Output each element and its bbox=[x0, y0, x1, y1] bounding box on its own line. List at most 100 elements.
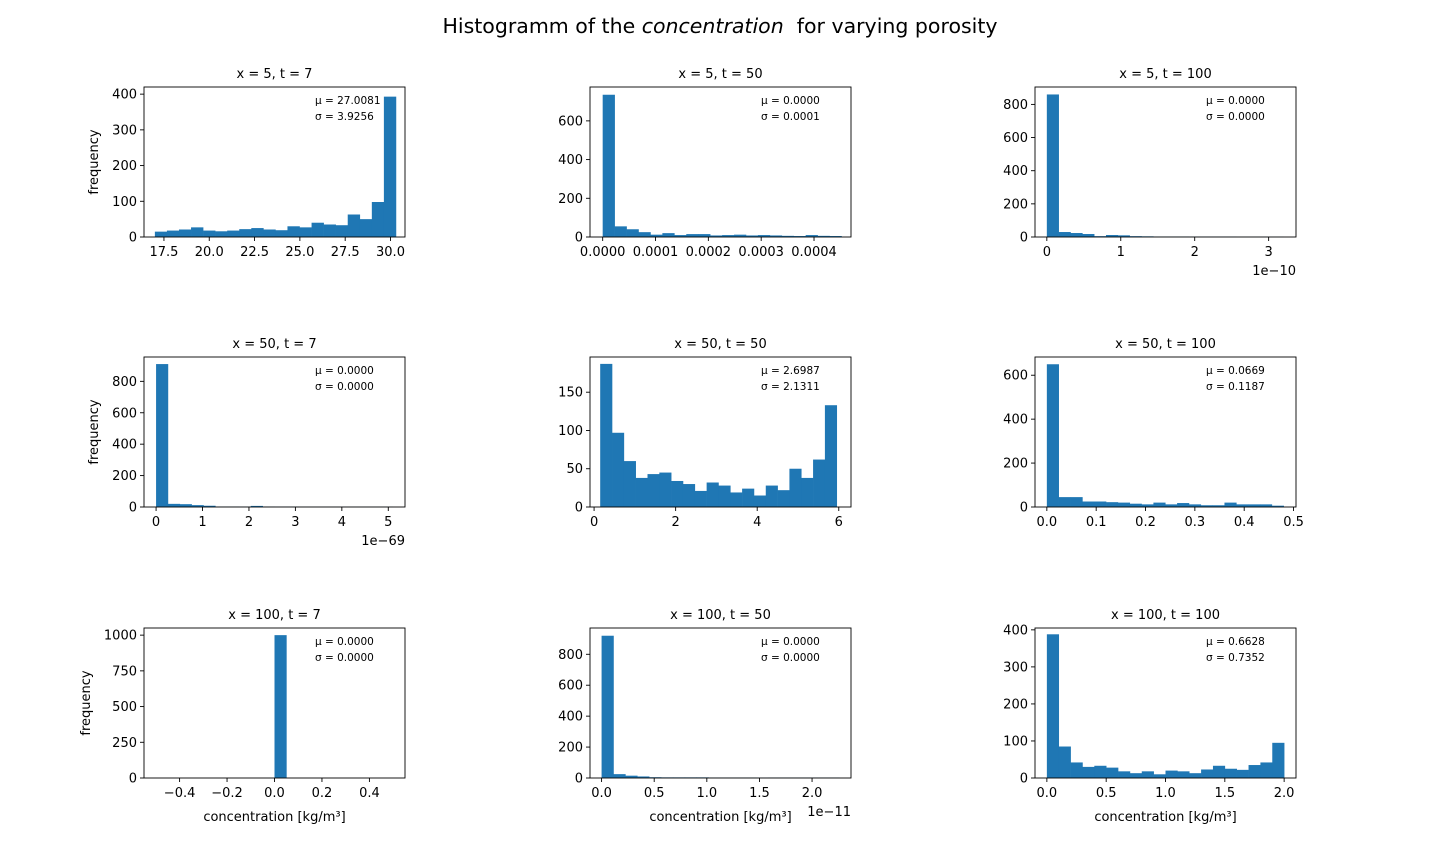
histogram-bar bbox=[1200, 505, 1213, 507]
histogram-bar bbox=[742, 488, 755, 507]
histogram-bar bbox=[1236, 769, 1249, 778]
subplot-5: 0 2 4 6 0 50 100 150 x = 50, t = 50 μ = 2.6987 σ =… bbox=[558, 337, 852, 530]
y-tick-label: 0 bbox=[575, 772, 583, 787]
histogram-bar bbox=[299, 227, 312, 237]
histogram-bar bbox=[817, 235, 830, 237]
y-tick-label: 0 bbox=[1020, 501, 1028, 516]
histogram-bar bbox=[769, 235, 783, 237]
x-tick-label: 0.5 bbox=[1096, 786, 1117, 801]
histogram-bar bbox=[1058, 232, 1071, 237]
histogram-bar bbox=[1094, 765, 1107, 778]
x-tick-label: 2 bbox=[1191, 245, 1199, 260]
axes-frame bbox=[589, 86, 852, 238]
histogram-bar bbox=[1153, 502, 1166, 507]
offset-label: 1e−11 bbox=[807, 805, 851, 820]
histogram-bar bbox=[1177, 503, 1190, 507]
y-tick-label: 800 bbox=[558, 648, 583, 663]
y-tick-label: 400 bbox=[112, 438, 137, 453]
histogram-bar bbox=[166, 230, 180, 237]
histogram-bar bbox=[335, 225, 349, 237]
axes-frame bbox=[143, 356, 406, 508]
y-tick-label: 100 bbox=[112, 195, 137, 210]
subplot-title: x = 50, t = 50 bbox=[674, 337, 766, 352]
x-tick-label: 0.1 bbox=[1086, 515, 1107, 530]
x-tick-label: 2.0 bbox=[802, 786, 823, 801]
histogram-bar bbox=[1129, 503, 1142, 507]
histogram-bar bbox=[179, 504, 192, 507]
axes-frame bbox=[1034, 627, 1297, 779]
histogram-bar bbox=[251, 228, 264, 237]
mu-annotation: μ = 0.6628 bbox=[1206, 636, 1265, 648]
sigma-annotation: σ = 0.0000 bbox=[315, 652, 374, 664]
y-tick-label: 400 bbox=[1003, 623, 1028, 638]
sigma-annotation: σ = 0.7352 bbox=[1206, 652, 1265, 664]
histogram-bar bbox=[730, 492, 743, 507]
histogram-bar bbox=[745, 235, 759, 237]
histogram-bar bbox=[1260, 762, 1273, 778]
histogram-bar bbox=[1094, 501, 1107, 507]
mu-annotation: μ = 0.0669 bbox=[1206, 365, 1265, 377]
x-tick-label: 0.3 bbox=[1185, 515, 1206, 530]
subplot-9: 0.0 0.5 1.0 1.5 2.0 0 100 200 300 400 x = 100, t =… bbox=[1003, 608, 1297, 825]
x-tick-label: 1.0 bbox=[1155, 786, 1176, 801]
subplot-8: 0.0 0.5 1.0 1.5 2.0 0 200 400 600 800 x = 100, t =… bbox=[558, 608, 852, 825]
x-tick-label: 4 bbox=[753, 515, 761, 530]
x-tick-label: 0.5 bbox=[1283, 515, 1304, 530]
y-tick-label: 200 bbox=[558, 192, 583, 207]
histogram-bar bbox=[674, 235, 687, 237]
histogram-bar bbox=[805, 235, 818, 237]
figure-title: Histogramm of the concentration for vary… bbox=[442, 14, 998, 38]
histogram-bar bbox=[694, 490, 707, 507]
histogram-bar bbox=[623, 461, 636, 507]
histogram-bar bbox=[191, 227, 204, 237]
subplot-title: x = 50, t = 7 bbox=[232, 337, 316, 352]
x-tick-label: 1.0 bbox=[696, 786, 717, 801]
y-tick-label: 500 bbox=[112, 700, 137, 715]
y-tick-label: 600 bbox=[1003, 369, 1028, 384]
sigma-annotation: σ = 2.1311 bbox=[761, 381, 820, 393]
x-tick-label: 0.4 bbox=[1234, 515, 1255, 530]
histogram-bar bbox=[777, 490, 790, 507]
histogram-bar bbox=[686, 234, 699, 237]
sigma-annotation: σ = 3.9256 bbox=[315, 111, 374, 123]
histogram-bar bbox=[600, 363, 613, 507]
x-tick-label: 3 bbox=[291, 515, 299, 530]
x-tick-label: 0.2 bbox=[312, 786, 333, 801]
x-tick-label: 27.5 bbox=[331, 245, 360, 260]
histogram-bar bbox=[263, 229, 276, 237]
histogram-bar bbox=[1046, 364, 1059, 507]
histogram-bar bbox=[698, 234, 711, 237]
x-tick-label: 0.2 bbox=[1135, 515, 1156, 530]
mu-annotation: μ = 0.0000 bbox=[315, 636, 374, 648]
y-tick-label: 800 bbox=[112, 375, 137, 390]
histogram-bar bbox=[601, 635, 614, 778]
histogram-bar bbox=[659, 472, 672, 507]
x-axis-label: concentration [kg/m³] bbox=[1094, 810, 1236, 825]
histogram-bar bbox=[178, 229, 192, 237]
subplot-title: x = 100, t = 100 bbox=[1111, 608, 1220, 623]
y-tick-label: 200 bbox=[1003, 697, 1028, 712]
histogram-bar bbox=[1224, 502, 1237, 507]
x-tick-label: 5 bbox=[384, 515, 392, 530]
histogram-bar bbox=[722, 235, 735, 237]
x-tick-label: 2.0 bbox=[1274, 786, 1295, 801]
histogram-bar bbox=[167, 503, 181, 507]
x-tick-label: 17.5 bbox=[149, 245, 178, 260]
y-tick-label: 200 bbox=[112, 159, 137, 174]
axes-frame bbox=[589, 356, 852, 508]
sigma-annotation: σ = 0.0001 bbox=[761, 111, 820, 123]
histogram-bar bbox=[227, 230, 240, 237]
histogram-bar bbox=[1118, 771, 1131, 778]
subplot-title: x = 100, t = 7 bbox=[228, 608, 320, 623]
y-tick-label: 0 bbox=[129, 772, 137, 787]
histogram-bar bbox=[602, 94, 615, 237]
histogram-bar bbox=[1177, 771, 1190, 778]
x-tick-label: 2 bbox=[672, 515, 680, 530]
subplot-2: 0.0000 0.0001 0.0002 0.0003 0.0004 0 200 400 600… bbox=[558, 67, 852, 260]
x-tick-label: −0.4 bbox=[164, 786, 196, 801]
subplot-7: −0.4 −0.2 0.0 0.2 0.4 0 250 500 750 1000 x = 100, … bbox=[79, 608, 406, 825]
histogram-bar bbox=[1165, 770, 1178, 778]
x-tick-label: 1 bbox=[198, 515, 206, 530]
subplot-4: 0 1 2 3 4 5 0 200 400 600 800 x = 50, t = 7 frequenc… bbox=[87, 337, 406, 549]
histogram-bar bbox=[275, 230, 288, 237]
